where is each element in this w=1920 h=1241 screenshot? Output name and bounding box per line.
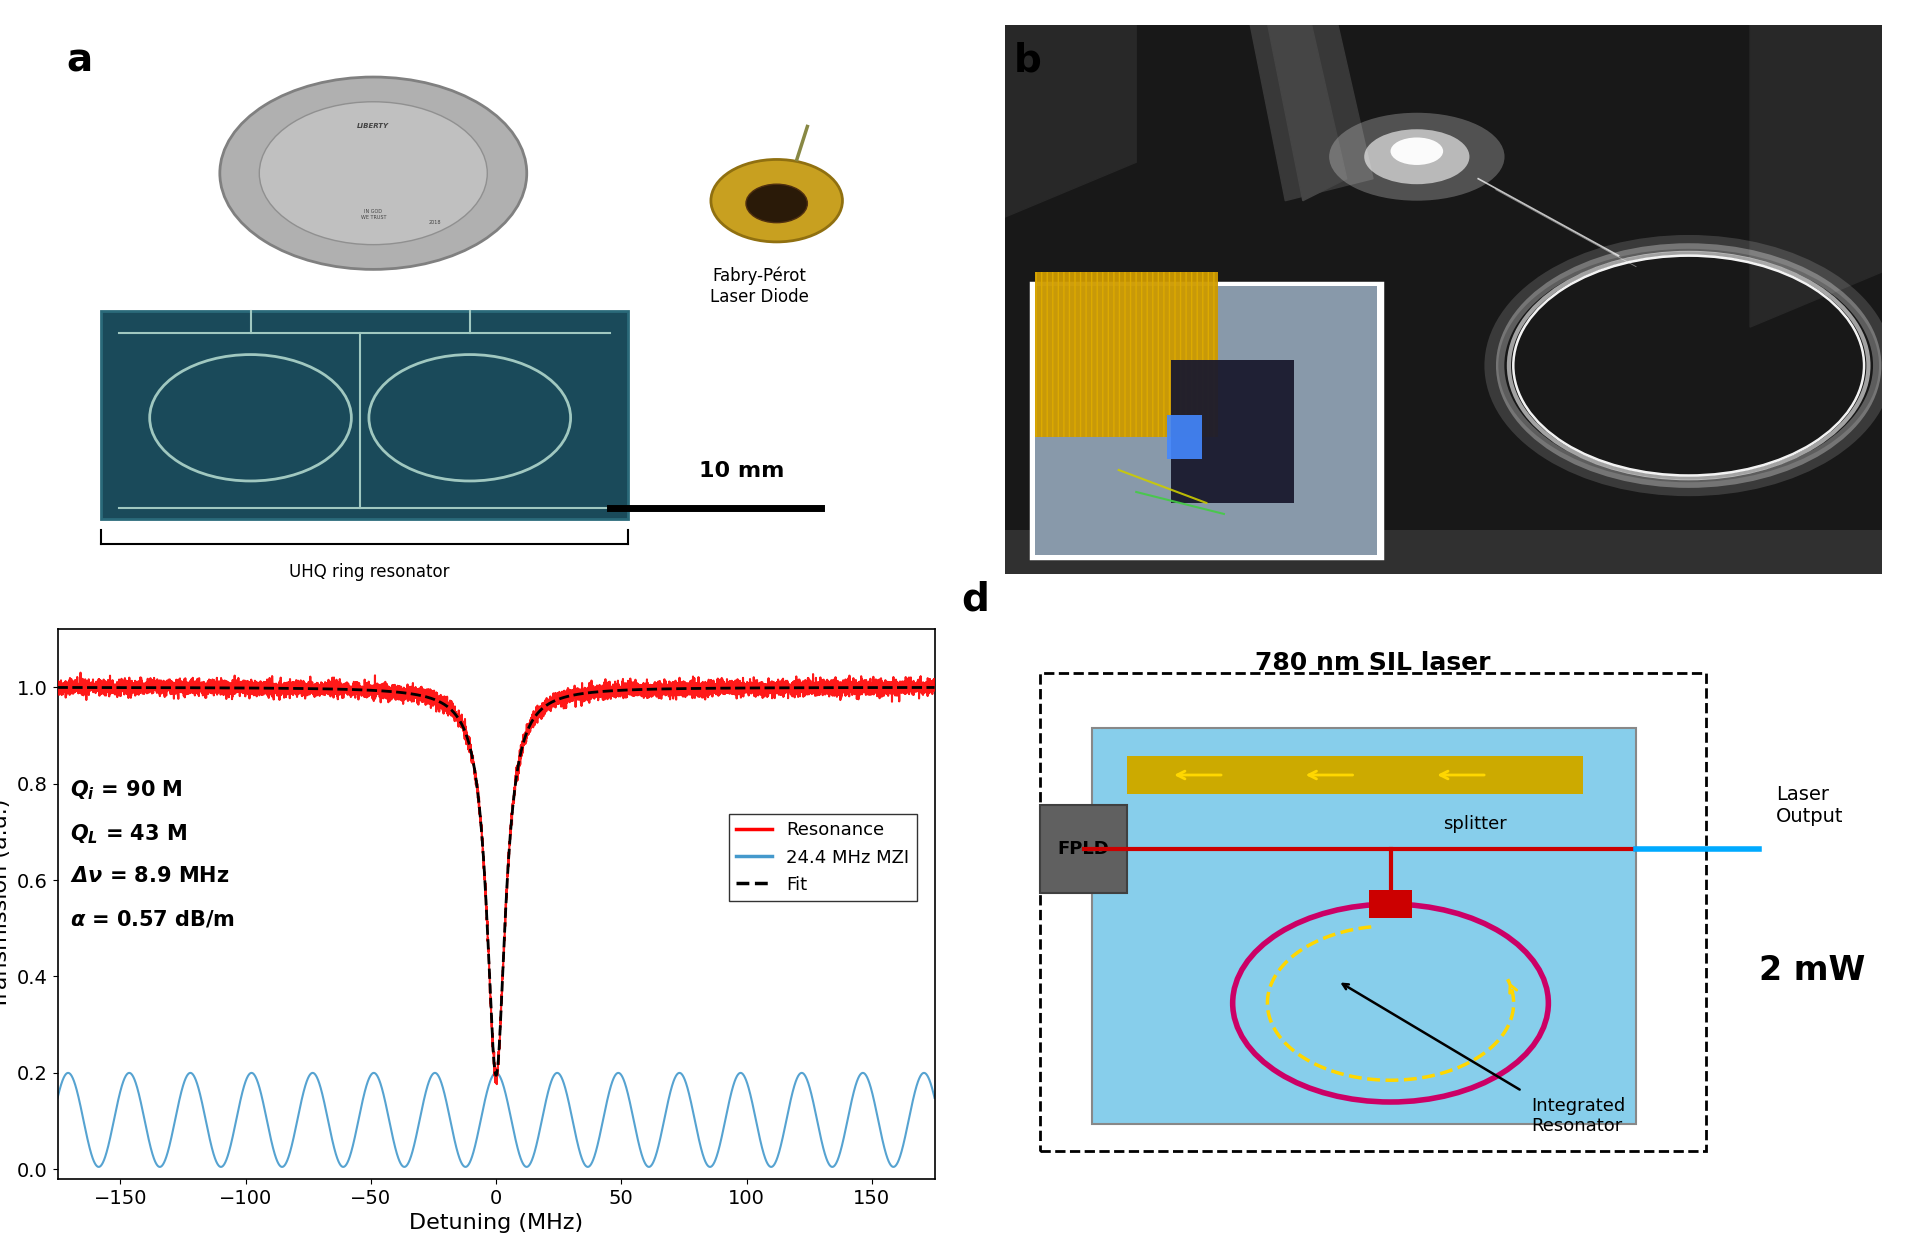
Text: a: a — [67, 41, 92, 79]
Text: $\bfit{Q}_i$ = 90 M: $\bfit{Q}_i$ = 90 M — [71, 779, 182, 803]
Bar — [1035, 285, 1377, 555]
Text: Laser
Output: Laser Output — [1776, 784, 1843, 825]
Ellipse shape — [1329, 113, 1505, 201]
Bar — [1092, 728, 1636, 1124]
Legend: Resonance, 24.4 MHz MZI, Fit: Resonance, 24.4 MHz MZI, Fit — [728, 814, 916, 901]
Text: 2018: 2018 — [428, 220, 442, 225]
Y-axis label: Transmission (a.u.): Transmission (a.u.) — [0, 799, 12, 1009]
Bar — [1031, 283, 1382, 558]
Circle shape — [747, 184, 808, 222]
Text: 2 mW: 2 mW — [1759, 953, 1864, 987]
Bar — [1127, 756, 1584, 794]
Bar — [1041, 805, 1127, 894]
Text: b: b — [1014, 41, 1041, 79]
Bar — [1171, 360, 1294, 503]
Text: $\bfit{\alpha}$ = 0.57 dB/m: $\bfit{\alpha}$ = 0.57 dB/m — [71, 908, 234, 930]
Polygon shape — [1004, 25, 1137, 217]
Bar — [1035, 272, 1217, 437]
Bar — [1035, 272, 1217, 437]
Text: UHQ ring resonator: UHQ ring resonator — [288, 563, 449, 582]
Ellipse shape — [1390, 138, 1444, 165]
Text: LIBERTY: LIBERTY — [357, 124, 390, 129]
X-axis label: Detuning (MHz): Detuning (MHz) — [409, 1214, 584, 1234]
Polygon shape — [1267, 25, 1346, 201]
Bar — [1369, 890, 1413, 918]
Circle shape — [259, 102, 488, 244]
Text: FPLD: FPLD — [1058, 840, 1110, 859]
Bar — [1004, 530, 1882, 575]
Text: 10 mm: 10 mm — [699, 460, 783, 482]
Ellipse shape — [1365, 129, 1469, 184]
Polygon shape — [1749, 25, 1882, 328]
Bar — [1041, 674, 1707, 1152]
Bar — [1167, 414, 1202, 459]
FancyBboxPatch shape — [102, 310, 628, 520]
Text: splitter: splitter — [1444, 814, 1507, 833]
Text: IN GOD
WE TRUST: IN GOD WE TRUST — [361, 208, 386, 220]
Text: d: d — [960, 581, 989, 618]
Text: Integrated
Resonator: Integrated Resonator — [1530, 1097, 1624, 1136]
Circle shape — [710, 159, 843, 242]
Polygon shape — [1250, 25, 1373, 201]
Circle shape — [219, 77, 526, 269]
Text: $\bfit{Q}_L$ = 43 M: $\bfit{Q}_L$ = 43 M — [71, 823, 188, 846]
Text: $\bfit{\Delta\nu}$ = 8.9 MHz: $\bfit{\Delta\nu}$ = 8.9 MHz — [71, 865, 230, 886]
Text: Fabry-Pérot
Laser Diode: Fabry-Pérot Laser Diode — [710, 267, 808, 307]
Text: 780 nm SIL laser: 780 nm SIL laser — [1256, 652, 1490, 675]
